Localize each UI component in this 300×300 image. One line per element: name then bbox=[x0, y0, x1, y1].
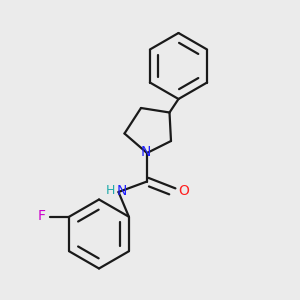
Text: F: F bbox=[37, 209, 45, 223]
Text: O: O bbox=[178, 184, 189, 198]
Text: N: N bbox=[140, 145, 151, 158]
Text: H: H bbox=[105, 184, 115, 197]
Text: N: N bbox=[116, 184, 127, 198]
